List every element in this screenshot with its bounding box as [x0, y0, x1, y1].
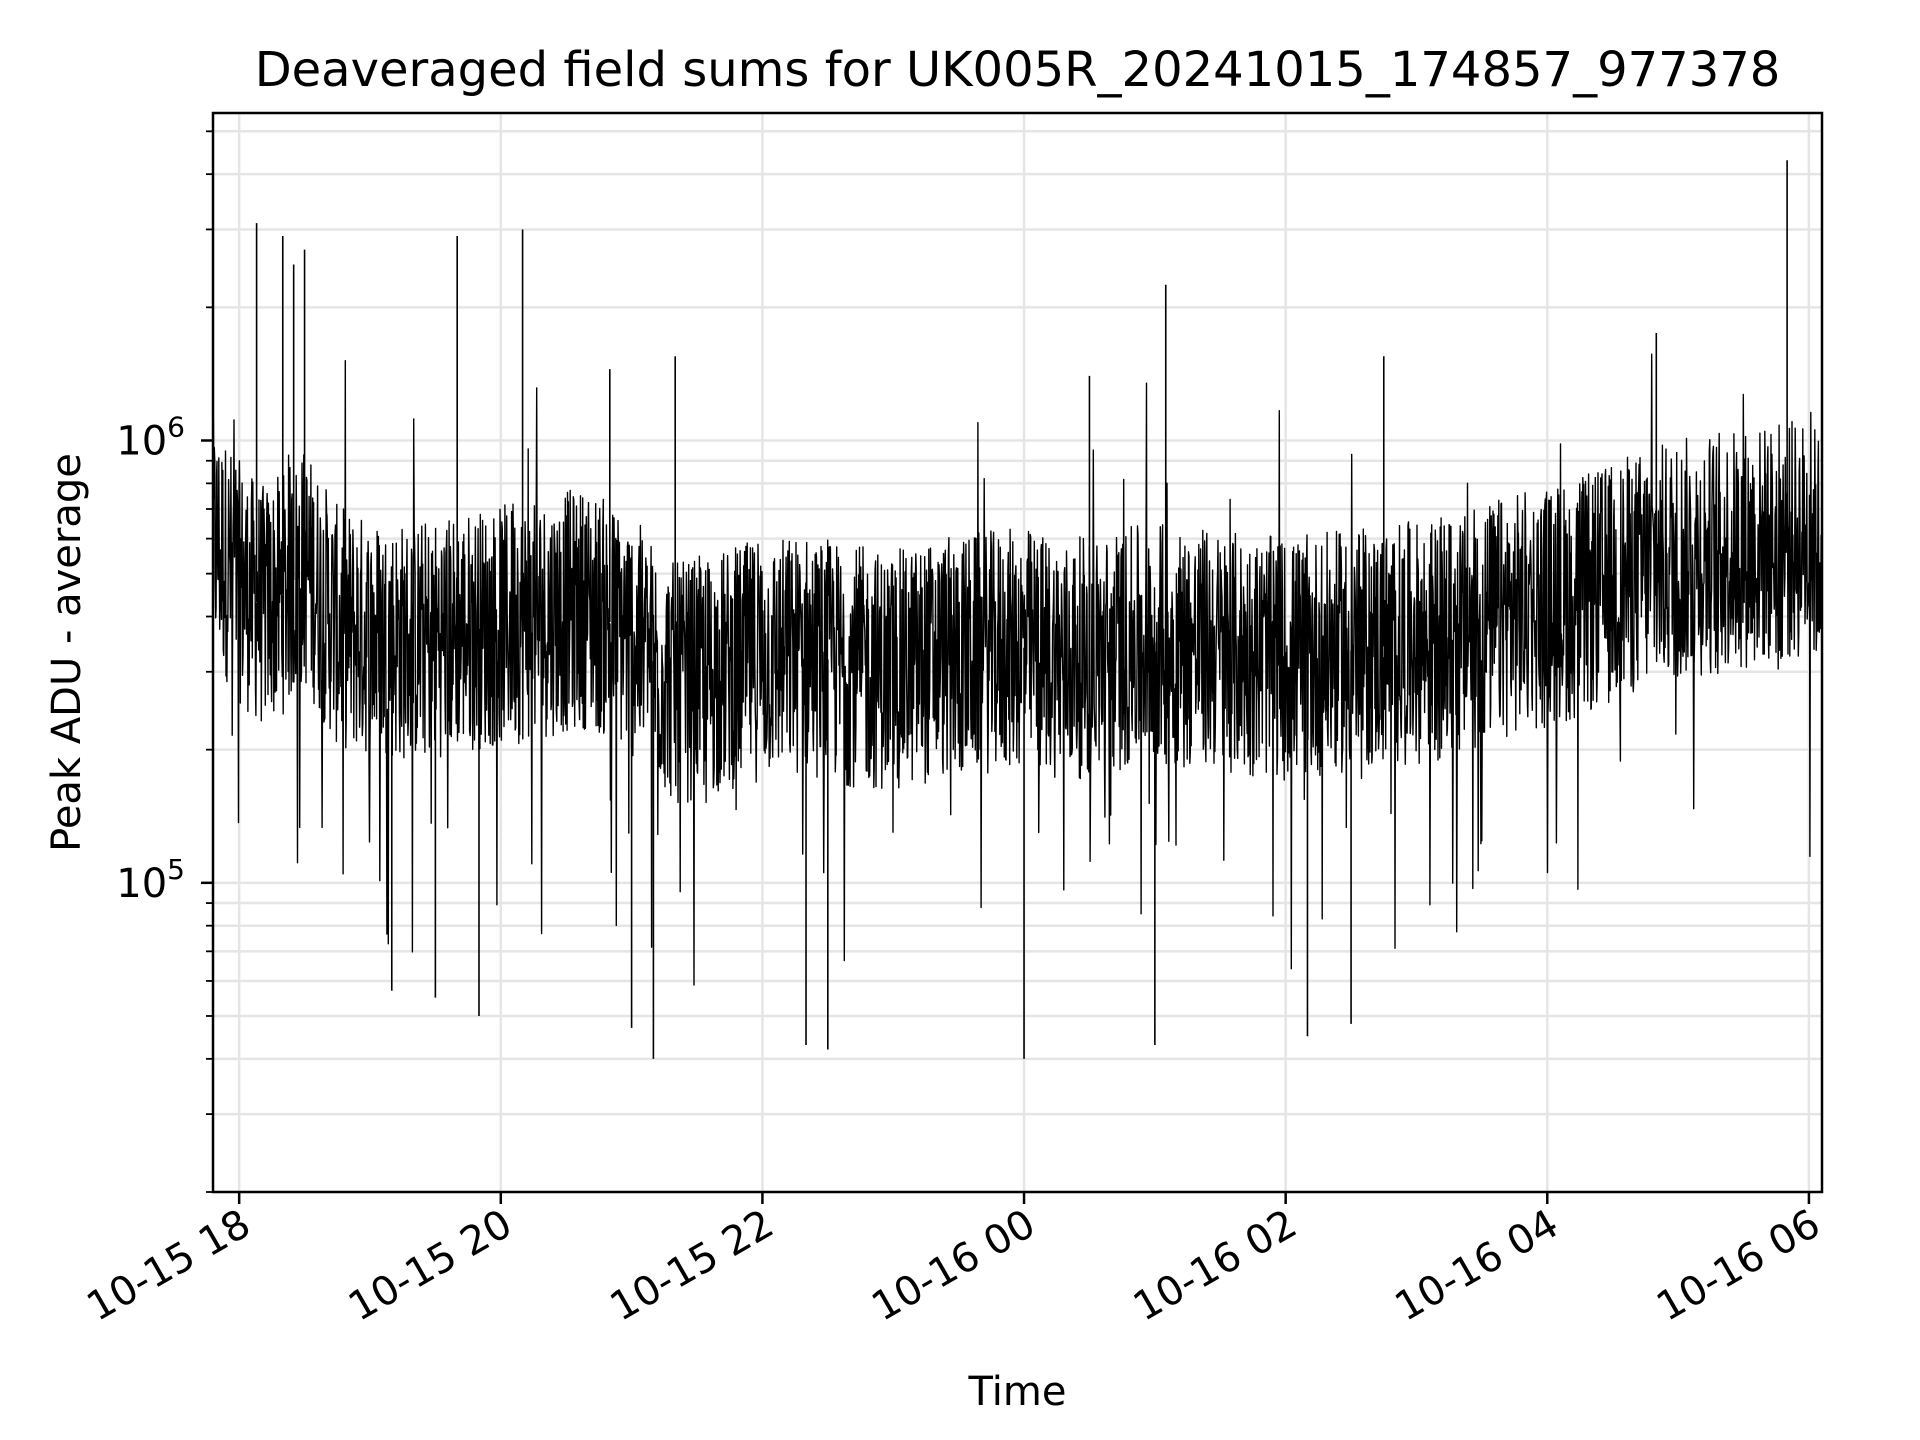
chart-title: Deaveraged field sums for UK005R_2024101…	[255, 42, 1781, 98]
y-tick-label: 106	[116, 410, 185, 464]
plot-frame	[211, 111, 1824, 1194]
series-line	[212, 353, 1823, 986]
data-series	[212, 160, 1823, 1150]
y-axis-label: Peak ADU - average	[44, 453, 90, 852]
x-axis-label: Time	[968, 1369, 1067, 1415]
y-tick-label: 105	[116, 853, 185, 907]
